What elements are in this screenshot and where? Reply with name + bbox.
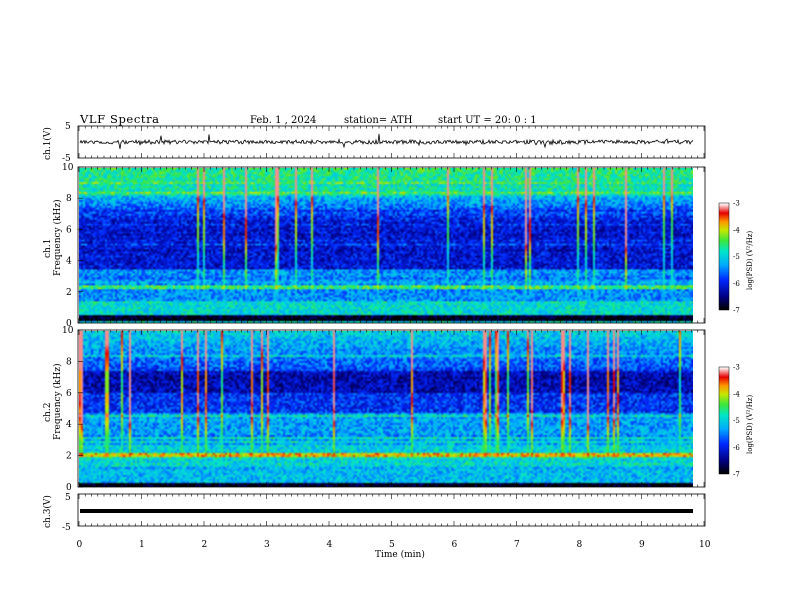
colorbar-tick-label: -3 — [733, 200, 740, 208]
panel-ch3-waveform: 5 -5 ch.3(V) 0 1 2 3 4 5 6 7 8 9 10 Time (min) — [42, 493, 711, 560]
ch1-waveform-line — [79, 133, 694, 149]
y-tick-label: 8 — [66, 194, 72, 204]
colorbar-ch2: -3 -4 -5 -6 -7 log(PSD) (V²/Hz) — [718, 364, 754, 479]
colorbar-tick-label: -3 — [733, 364, 740, 372]
header-station: station= ATH — [344, 115, 413, 126]
colorbar-tick-label: -5 — [733, 417, 740, 425]
ch3-tick-marks — [78, 494, 705, 526]
x-tick-label: 4 — [327, 540, 333, 550]
ch1-ylabel: ch.1(V) — [42, 127, 53, 160]
header-start-time: start UT = 20: 0 : 1 — [438, 115, 537, 126]
x-tick-label: 8 — [577, 540, 583, 550]
y-tick-label: 6 — [66, 389, 72, 399]
x-tick-label: 3 — [264, 540, 270, 550]
colorbar-ch2-label: log(PSD) (V²/Hz) — [746, 395, 754, 454]
x-tick-label: 6 — [452, 540, 458, 550]
y-tick-label: 10 — [62, 163, 74, 173]
panel-ch1-waveform: 5 -5 ch.1(V) — [42, 122, 706, 164]
colorbar-tick-label: -6 — [733, 280, 740, 288]
colorbar-tick-label: -4 — [733, 226, 740, 234]
colorbar-tick-label: -7 — [733, 471, 740, 479]
x-axis-label: Time (min) — [375, 549, 425, 560]
colorbar-ch2-gradient — [719, 367, 729, 474]
y-tick-label: 4 — [66, 257, 72, 267]
y-tick-label: 2 — [66, 288, 72, 298]
x-tick-label: 7 — [514, 540, 520, 550]
y-tick-label: 10 — [62, 326, 74, 336]
ch1-ytick-bottom: -5 — [62, 154, 71, 164]
colorbar-ch1-label: log(PSD) (V²/Hz) — [746, 231, 754, 290]
ch2-spectrogram-image — [79, 331, 693, 487]
colorbar-ch1-gradient — [719, 203, 729, 310]
ch3-ytick-top: 5 — [65, 493, 71, 503]
colorbar-tick-label: -7 — [733, 307, 740, 315]
colorbar-tick-label: -6 — [733, 444, 740, 452]
colorbar-tick-label: -5 — [733, 253, 740, 261]
colorbar-tick-label: -4 — [733, 390, 740, 398]
ch3-ytick-bottom: -5 — [62, 523, 71, 533]
y-tick-label: 4 — [66, 420, 72, 430]
colorbar-ch2-ticks: -3 -4 -5 -6 -7 — [733, 364, 740, 479]
y-tick-label: 0 — [66, 483, 72, 493]
colorbar-ch1-frame — [718, 202, 730, 311]
x-axis-tick-labels: 0 1 2 3 4 5 6 7 8 9 10 — [77, 540, 711, 550]
colorbar-ch2-frame — [718, 366, 730, 475]
ch1-tick-marks — [78, 126, 705, 158]
x-tick-label: 5 — [389, 540, 395, 550]
ch2-spec-yticks: 0 2 4 6 8 10 — [62, 326, 83, 493]
ch3-ylabel: ch.3(V) — [42, 495, 53, 528]
header-date: Feb. 1 , 2024 — [250, 115, 316, 126]
y-tick-label: 6 — [66, 225, 72, 235]
colorbar-ch1: -3 -4 -5 -6 -7 log(PSD) (V²/Hz) — [718, 200, 754, 315]
ch2-spec-ylabel-frequency: Frequency (kHz) — [52, 363, 63, 440]
colorbar-ch1-ticks: -3 -4 -5 -6 -7 — [733, 200, 740, 315]
ch1-spec-ylabel-channel: ch.1 — [43, 239, 53, 258]
ch2-spec-ylabel-channel: ch.2 — [43, 403, 53, 422]
ch1-ytick-top: 5 — [65, 122, 71, 132]
ch1-spec-yticks: 0 2 4 6 8 10 — [62, 163, 83, 329]
panel-ch2-spectrogram: 0 2 4 6 8 10 ch.2 Frequency (kHz) — [43, 326, 706, 493]
panel-ch1-spectrogram: 0 2 4 6 8 10 ch.1 Frequency (kHz) — [43, 163, 706, 329]
x-tick-label: 1 — [139, 540, 145, 550]
ch1-spectrogram-image — [79, 168, 693, 323]
y-tick-label: 2 — [66, 452, 72, 462]
x-tick-label: 9 — [639, 540, 645, 550]
x-tick-label: 2 — [202, 540, 208, 550]
ch1-spec-tick-marks — [78, 167, 705, 323]
ch1-spec-ylabel-frequency: Frequency (kHz) — [52, 199, 63, 276]
y-tick-label: 8 — [66, 357, 72, 367]
x-tick-label: 0 — [77, 540, 83, 550]
x-tick-label: 10 — [699, 540, 711, 550]
ch2-spec-tick-marks — [78, 330, 705, 487]
y-tick-label: 0 — [66, 319, 72, 329]
chart-title: VLF Spectra — [79, 112, 160, 126]
